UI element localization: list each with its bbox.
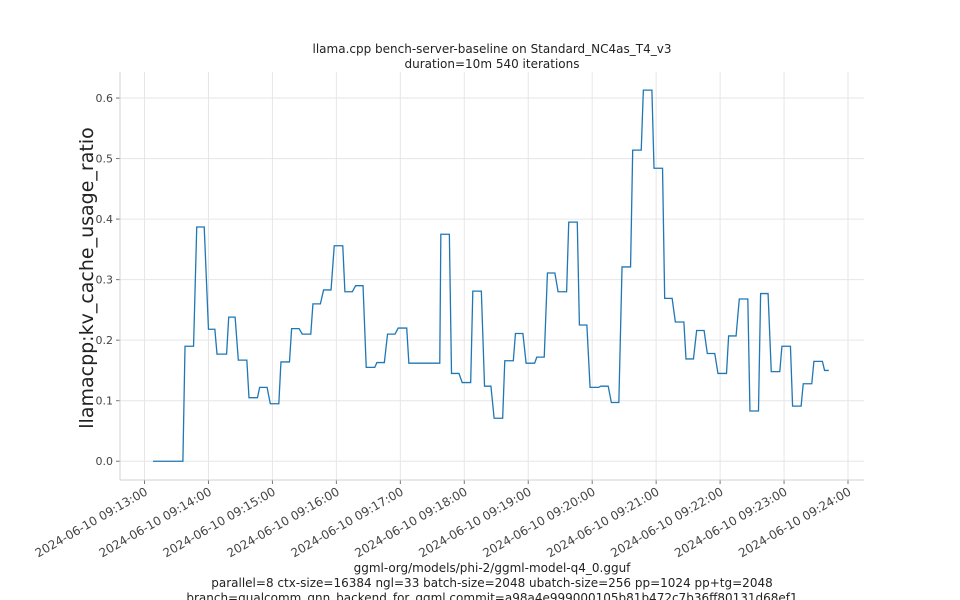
chart-title: llama.cpp bench-server-baseline on Stand… — [313, 42, 672, 56]
x-tick-label: 2024-06-10 09:23:00 — [672, 484, 789, 560]
x-tick-label: 2024-06-10 09:22:00 — [608, 484, 725, 560]
chart-subtitle: duration=10m 540 iterations — [405, 57, 580, 71]
x-tick-label: 2024-06-10 09:13:00 — [33, 484, 150, 560]
x-tick-label: 2024-06-10 09:24:00 — [736, 484, 853, 560]
data-line — [153, 89, 829, 462]
y-tick-label: 0.6 — [96, 92, 114, 105]
x-tick-label: 2024-06-10 09:20:00 — [480, 484, 597, 560]
x-tick-label: 2024-06-10 09:14:00 — [97, 484, 214, 560]
x-tick-label: 2024-06-10 09:16:00 — [225, 484, 342, 560]
y-tick-label: 0.4 — [96, 213, 114, 226]
y-tick-label: 0.5 — [96, 153, 114, 166]
footer-line: branch=qualcomm_qnn_backend_for_ggml com… — [186, 591, 797, 600]
y-tick-label: 0.0 — [96, 455, 114, 468]
x-tick-label: 2024-06-10 09:15:00 — [161, 484, 278, 560]
y-tick-label: 0.1 — [96, 395, 114, 408]
x-tick-label: 2024-06-10 09:19:00 — [416, 484, 533, 560]
x-tick-label: 2024-06-10 09:17:00 — [288, 484, 405, 560]
y-tick-label: 0.2 — [96, 334, 114, 347]
y-tick-label: 0.3 — [96, 274, 114, 287]
footer-line: parallel=8 ctx-size=16384 ngl=33 batch-s… — [211, 576, 772, 590]
x-tick-label: 2024-06-10 09:18:00 — [352, 484, 469, 560]
y-axis-label: llamacpp:kv_cache_usage_ratio — [76, 127, 98, 428]
x-tick-label: 2024-06-10 09:21:00 — [544, 484, 661, 560]
footer-line: ggml-org/models/phi-2/ggml-model-q4_0.gg… — [354, 561, 632, 575]
